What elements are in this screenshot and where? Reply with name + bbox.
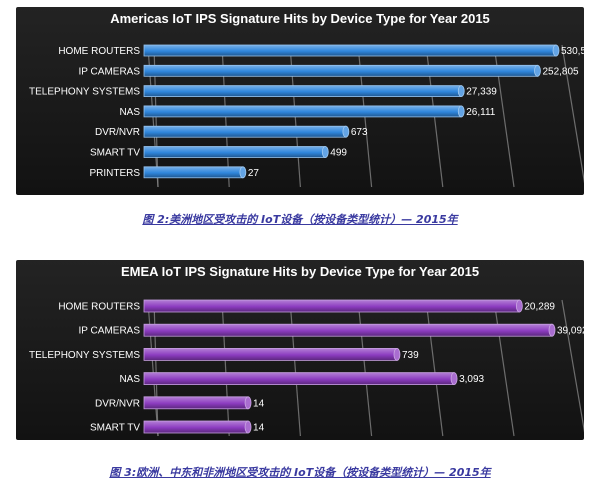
americas-chart-panel: Americas IoT IPS Signature Hits by Devic… xyxy=(16,7,584,195)
figure-caption: 图 3:欧洲、中东和非洲地区受攻击的 IoT设备（按设备类型统计）— 2015年 xyxy=(109,466,491,479)
value-label: 20,289 xyxy=(524,302,555,313)
category-label: DVR/NVR xyxy=(95,127,140,138)
bar-end-cap xyxy=(393,348,401,361)
bar xyxy=(143,420,249,434)
value-label: 39,092 xyxy=(557,326,584,337)
category-label: SMART TV xyxy=(90,148,140,159)
bar-end-cap xyxy=(534,64,541,77)
bar xyxy=(143,348,398,361)
category-label: TELEPHONY SYSTEMS xyxy=(29,87,140,98)
value-label: 14 xyxy=(253,423,265,434)
bar xyxy=(143,299,520,313)
value-label: 26,111 xyxy=(466,107,496,118)
bar-end-cap xyxy=(515,299,523,313)
bar-end-cap xyxy=(548,323,556,337)
value-label: 530,513 xyxy=(561,46,584,57)
category-label: DVR/NVR xyxy=(95,398,140,409)
grid-line xyxy=(357,299,373,437)
bar-end-cap xyxy=(457,85,465,97)
value-label: 27,339 xyxy=(466,87,497,98)
bar xyxy=(143,64,538,77)
bar-end-cap xyxy=(342,125,350,138)
bar xyxy=(143,105,462,118)
category-label: NAS xyxy=(119,374,140,385)
category-label: PRINTERS xyxy=(89,168,140,179)
bar-end-cap xyxy=(239,166,247,179)
chart-title: Americas IoT IPS Signature Hits by Devic… xyxy=(110,11,490,26)
bar xyxy=(143,323,553,337)
figure-caption: 图 2:美洲地区受攻击的 IoT设备（按设备类型统计）— 2015年 xyxy=(142,213,458,226)
value-label: 27 xyxy=(248,168,260,179)
category-label: IP CAMERAS xyxy=(79,66,141,77)
emea-chart-panel: EMEA IoT IPS Signature Hits by Device Ty… xyxy=(16,260,584,440)
bar xyxy=(143,166,244,179)
bar xyxy=(143,146,326,158)
category-label: TELEPHONY SYSTEMS xyxy=(29,350,140,361)
value-label: 3,093 xyxy=(459,374,484,385)
value-label: 739 xyxy=(402,350,419,361)
category-label: SMART TV xyxy=(90,423,140,434)
grid-line xyxy=(425,299,444,437)
chart-title: EMEA IoT IPS Signature Hits by Device Ty… xyxy=(120,264,480,279)
grid-line xyxy=(153,299,159,437)
category-label: IP CAMERAS xyxy=(79,326,141,337)
category-label: HOME ROUTERS xyxy=(58,302,140,313)
grid-line xyxy=(289,299,301,437)
value-label: 14 xyxy=(253,398,265,409)
bar-end-cap xyxy=(244,396,252,410)
bar-end-cap xyxy=(321,146,329,158)
bar xyxy=(143,125,347,138)
bar-end-cap xyxy=(244,420,252,434)
category-label: NAS xyxy=(119,107,140,118)
bar xyxy=(143,44,557,57)
grid-line xyxy=(221,299,230,437)
grid-line xyxy=(561,299,584,433)
value-label: 252,805 xyxy=(542,66,579,77)
emea-bar-chart: HOME ROUTERS 20,289 IP CAMERAS 39,092 TELEPH… xyxy=(29,299,584,437)
bar-end-cap xyxy=(457,105,465,118)
value-label: 499 xyxy=(330,148,347,159)
grid-line xyxy=(493,299,515,437)
americas-bar-chart: HOME ROUTERS 530,513 IP CAMERAS 252,805 TELE… xyxy=(29,44,584,188)
grid-lines xyxy=(147,299,584,437)
bar xyxy=(143,85,462,97)
bar xyxy=(143,396,249,410)
bar xyxy=(143,372,455,385)
bar-end-cap xyxy=(450,372,458,385)
grid-line xyxy=(561,44,584,184)
bar-end-cap xyxy=(552,44,560,57)
category-label: HOME ROUTERS xyxy=(58,46,140,57)
value-label: 673 xyxy=(351,127,368,138)
